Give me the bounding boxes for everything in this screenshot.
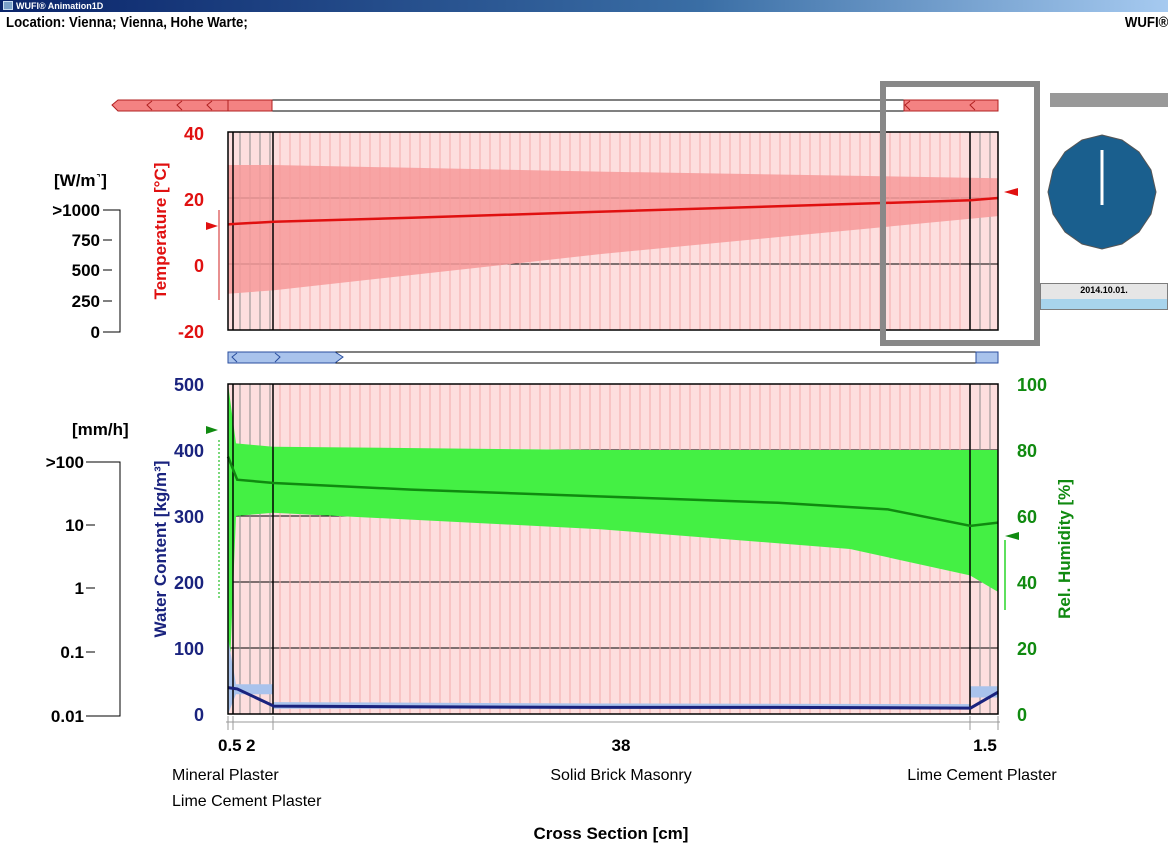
water-tick-200: 200 xyxy=(174,573,204,593)
date-display: 2014.10.01. xyxy=(1040,283,1168,310)
dimension-line xyxy=(226,716,1000,730)
flux-tick-0: 0 xyxy=(91,323,100,342)
rain-unit: [mm/h] xyxy=(72,420,129,439)
layer-boundaries xyxy=(232,132,971,714)
current-date: 2014.10.01. xyxy=(1080,285,1128,295)
temperature-plot-frame xyxy=(227,131,999,331)
rh-tick-20: 20 xyxy=(1017,639,1037,659)
flux-tick-1000: >1000 xyxy=(52,201,100,220)
rh-tick-100: 100 xyxy=(1017,375,1047,395)
rain-tick-100: >100 xyxy=(46,453,84,472)
moisture-grid xyxy=(228,384,998,714)
rh-tick-40: 40 xyxy=(1017,573,1037,593)
layer-name-lime-cement-plaster-outer: Lime Cement Plaster xyxy=(907,767,1057,784)
layer-name-mineral-plaster: Mineral Plaster xyxy=(172,767,279,784)
window-title-bar: WUFI® Animation1D xyxy=(0,0,1168,12)
rh-tick-60: 60 xyxy=(1017,507,1037,527)
thickness-label-2: 2 xyxy=(246,736,255,755)
heat-flux-scale xyxy=(103,209,121,333)
water-content-line xyxy=(227,686,999,710)
temp-tick-20: 20 xyxy=(184,190,204,210)
brand-label: WUFI® xyxy=(1124,14,1168,31)
thickness-label-38: 38 xyxy=(612,736,631,755)
inner-humidity-marker xyxy=(206,426,218,434)
rain-tick-0-01: 0.01 xyxy=(51,707,84,726)
date-progress xyxy=(1041,299,1167,309)
temperature-axis-label: Temperature [°C] xyxy=(151,163,170,300)
rh-tick-80: 80 xyxy=(1017,441,1037,461)
water-tick-300: 300 xyxy=(174,507,204,527)
temp-tick-minus20: -20 xyxy=(178,322,204,342)
flux-tick-500: 500 xyxy=(72,261,100,280)
layer-name-solid-brick-masonry: Solid Brick Masonry xyxy=(550,767,691,784)
zoom-selection-box[interactable] xyxy=(880,81,1040,346)
time-progress-bar xyxy=(1050,93,1168,107)
humidity-line xyxy=(226,456,999,528)
rain-scale xyxy=(86,461,121,717)
rh-tick-0: 0 xyxy=(1017,705,1027,725)
rain-indicator-bar xyxy=(227,351,999,364)
water-content-axis-label: Water Content [kg/m³] xyxy=(151,461,170,638)
water-tick-100: 100 xyxy=(174,639,204,659)
temp-tick-0: 0 xyxy=(194,256,204,276)
outer-humidity-marker xyxy=(1005,532,1019,540)
app-icon xyxy=(3,1,13,10)
layer-name-lime-cement-plaster-inner: Lime Cement Plaster xyxy=(172,793,322,810)
rain-tick-0-1: 0.1 xyxy=(60,643,84,662)
rain-tick-10: 10 xyxy=(65,516,84,535)
location-label: Location: Vienna; Vienna, Hohe Warte; xyxy=(6,14,248,31)
water-tick-0: 0 xyxy=(194,705,204,725)
thickness-label-1-5: 1.5 xyxy=(973,736,997,755)
temp-tick-40: 40 xyxy=(184,124,204,144)
water-tick-500: 500 xyxy=(174,375,204,395)
heat-flux-indicator-bar xyxy=(111,99,999,112)
temperature-range-band xyxy=(228,165,998,294)
flux-tick-750: 750 xyxy=(72,231,100,250)
humidity-axis-label: Rel. Humidity [%] xyxy=(1055,479,1074,619)
humidity-range-band xyxy=(228,384,998,714)
flux-tick-250: 250 xyxy=(72,292,100,311)
thickness-label-0-5: 0.5 xyxy=(218,736,242,755)
temperature-line xyxy=(227,196,999,226)
outer-temperature-marker xyxy=(1004,188,1018,196)
water-tick-400: 400 xyxy=(174,441,204,461)
inner-temperature-marker xyxy=(206,222,218,230)
moisture-plot-frame xyxy=(227,383,999,715)
rain-tick-1: 1 xyxy=(75,579,84,598)
heat-flux-unit: [W/m˺] xyxy=(54,171,107,190)
cross-section-label: Cross Section [cm] xyxy=(534,824,689,843)
window-title: WUFI® Animation1D xyxy=(16,1,104,11)
